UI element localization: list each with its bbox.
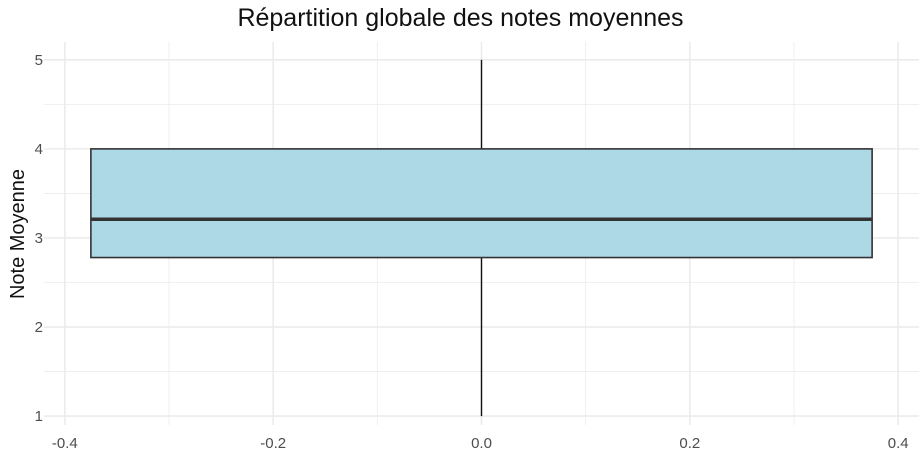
y-tick-label: 4 [35,141,43,158]
x-tick-label: -0.4 [52,435,78,452]
box [90,148,873,259]
y-tick-label: 1 [35,408,43,425]
x-tick-label: 0.2 [679,435,700,452]
x-tick-label: 0.4 [888,435,909,452]
y-tick-label: 3 [35,230,43,247]
y-tick-label: 5 [35,52,43,69]
x-axis-ticks: -0.4 -0.2 0.0 0.2 0.4 [52,435,909,452]
chart-title: Répartition globale des notes moyennes [237,4,684,32]
y-axis-label: Note Moyenne [7,169,29,299]
x-tick-label: -0.2 [260,435,286,452]
x-tick-label: 0.0 [471,435,492,452]
y-tick-label: 2 [35,319,43,336]
y-axis-ticks: 1 2 3 4 5 [35,52,43,425]
box-iqr [90,148,873,259]
